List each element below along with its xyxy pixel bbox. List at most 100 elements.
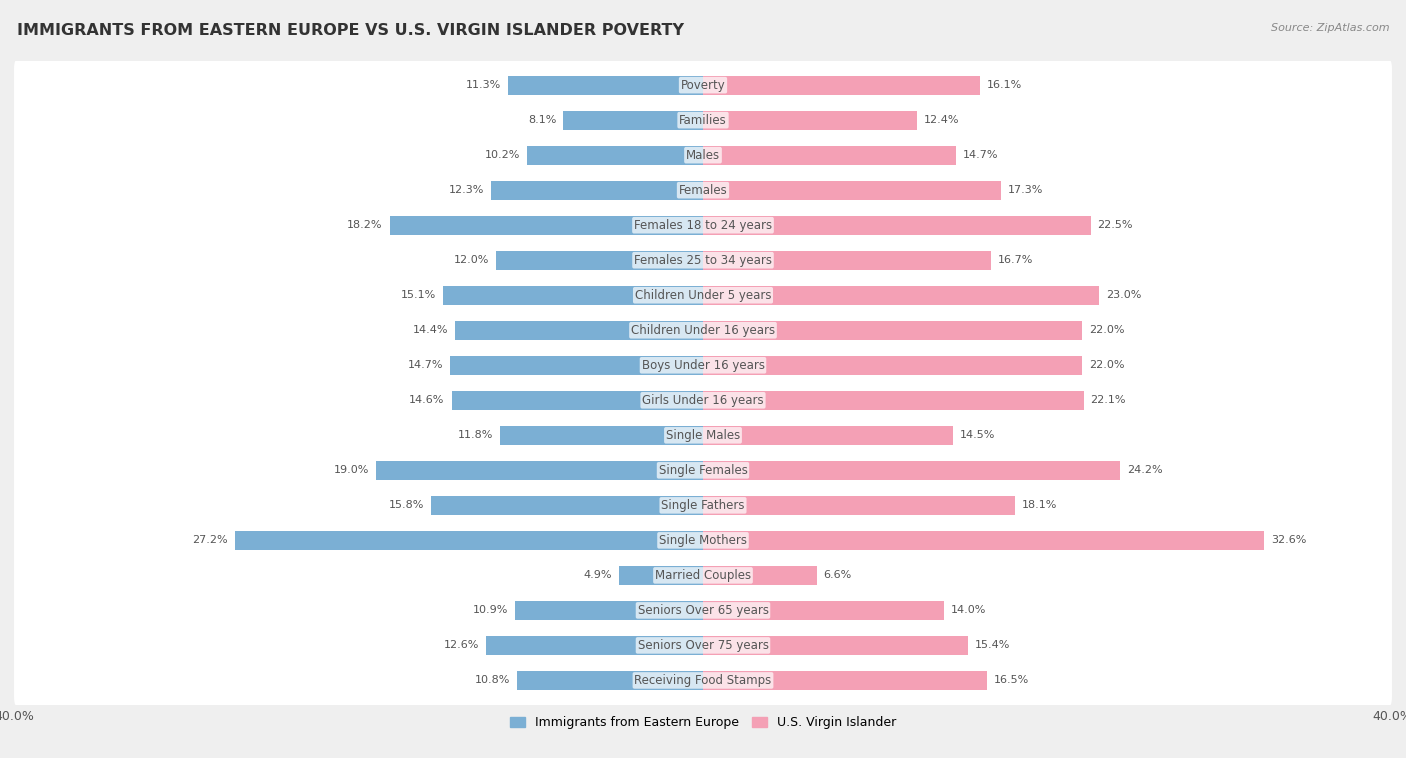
FancyBboxPatch shape <box>14 58 1392 112</box>
Text: 11.8%: 11.8% <box>457 431 494 440</box>
Text: 15.1%: 15.1% <box>401 290 436 300</box>
Bar <box>456 321 703 340</box>
Text: Boys Under 16 years: Boys Under 16 years <box>641 359 765 371</box>
Text: 14.0%: 14.0% <box>950 606 987 615</box>
Bar <box>703 531 1264 550</box>
Text: 12.3%: 12.3% <box>449 185 484 196</box>
Bar <box>509 76 703 95</box>
Bar <box>443 286 703 305</box>
FancyBboxPatch shape <box>14 478 1392 533</box>
Bar <box>703 356 1083 375</box>
FancyBboxPatch shape <box>14 443 1392 498</box>
Text: Females 25 to 34 years: Females 25 to 34 years <box>634 254 772 267</box>
FancyBboxPatch shape <box>14 338 1392 393</box>
Text: Families: Families <box>679 114 727 127</box>
Text: 32.6%: 32.6% <box>1271 535 1306 545</box>
Bar <box>703 671 987 690</box>
Text: 14.6%: 14.6% <box>409 396 444 406</box>
Text: Married Couples: Married Couples <box>655 569 751 582</box>
FancyBboxPatch shape <box>14 128 1392 183</box>
Text: 17.3%: 17.3% <box>1008 185 1043 196</box>
Bar <box>375 461 703 480</box>
FancyBboxPatch shape <box>14 198 1392 252</box>
Text: 4.9%: 4.9% <box>583 570 612 581</box>
Text: Single Males: Single Males <box>666 429 740 442</box>
Text: 14.5%: 14.5% <box>960 431 995 440</box>
Bar <box>527 146 703 164</box>
Text: 22.1%: 22.1% <box>1091 396 1126 406</box>
FancyBboxPatch shape <box>14 513 1392 568</box>
Text: 18.2%: 18.2% <box>347 221 382 230</box>
Text: 27.2%: 27.2% <box>193 535 228 545</box>
Bar <box>499 426 703 445</box>
Text: Seniors Over 65 years: Seniors Over 65 years <box>637 604 769 617</box>
FancyBboxPatch shape <box>14 548 1392 603</box>
Text: IMMIGRANTS FROM EASTERN EUROPE VS U.S. VIRGIN ISLANDER POVERTY: IMMIGRANTS FROM EASTERN EUROPE VS U.S. V… <box>17 23 683 38</box>
Bar <box>430 496 703 515</box>
Bar <box>703 180 1001 200</box>
Text: 15.4%: 15.4% <box>976 641 1011 650</box>
Bar <box>703 111 917 130</box>
Bar <box>450 356 703 375</box>
Text: 10.8%: 10.8% <box>475 675 510 685</box>
Text: 18.1%: 18.1% <box>1022 500 1057 510</box>
Text: 16.7%: 16.7% <box>997 255 1033 265</box>
Text: Single Fathers: Single Fathers <box>661 499 745 512</box>
Text: 14.7%: 14.7% <box>408 360 443 370</box>
Text: 14.4%: 14.4% <box>412 325 449 335</box>
Text: Males: Males <box>686 149 720 161</box>
Text: 22.0%: 22.0% <box>1088 360 1125 370</box>
Text: 10.2%: 10.2% <box>485 150 520 160</box>
Text: 11.3%: 11.3% <box>467 80 502 90</box>
Bar <box>703 426 953 445</box>
Text: 14.7%: 14.7% <box>963 150 998 160</box>
Text: 23.0%: 23.0% <box>1107 290 1142 300</box>
Text: 12.0%: 12.0% <box>454 255 489 265</box>
FancyBboxPatch shape <box>14 303 1392 358</box>
Text: Females: Females <box>679 183 727 196</box>
Text: 6.6%: 6.6% <box>824 570 852 581</box>
Bar <box>703 251 991 270</box>
Text: 22.5%: 22.5% <box>1098 221 1133 230</box>
Bar <box>703 461 1119 480</box>
Text: 12.4%: 12.4% <box>924 115 959 125</box>
FancyBboxPatch shape <box>14 618 1392 673</box>
FancyBboxPatch shape <box>14 163 1392 218</box>
Bar <box>703 76 980 95</box>
Text: 22.0%: 22.0% <box>1088 325 1125 335</box>
Text: 10.9%: 10.9% <box>472 606 509 615</box>
Bar <box>703 390 1084 410</box>
Text: Children Under 5 years: Children Under 5 years <box>634 289 772 302</box>
Bar <box>486 636 703 655</box>
Text: 24.2%: 24.2% <box>1126 465 1163 475</box>
Bar <box>703 215 1091 235</box>
FancyBboxPatch shape <box>14 373 1392 428</box>
Text: 15.8%: 15.8% <box>388 500 425 510</box>
Text: Single Females: Single Females <box>658 464 748 477</box>
Bar <box>517 671 703 690</box>
Text: 16.1%: 16.1% <box>987 80 1022 90</box>
Text: Source: ZipAtlas.com: Source: ZipAtlas.com <box>1271 23 1389 33</box>
Bar <box>703 601 945 620</box>
FancyBboxPatch shape <box>14 583 1392 637</box>
Bar <box>703 146 956 164</box>
Bar <box>491 180 703 200</box>
Text: 8.1%: 8.1% <box>529 115 557 125</box>
Text: Children Under 16 years: Children Under 16 years <box>631 324 775 337</box>
Bar <box>515 601 703 620</box>
Bar <box>703 565 817 585</box>
FancyBboxPatch shape <box>14 233 1392 287</box>
FancyBboxPatch shape <box>14 653 1392 708</box>
Text: Seniors Over 75 years: Seniors Over 75 years <box>637 639 769 652</box>
Bar <box>564 111 703 130</box>
Bar <box>235 531 703 550</box>
FancyBboxPatch shape <box>14 408 1392 462</box>
Bar <box>389 215 703 235</box>
Bar <box>496 251 703 270</box>
Text: Poverty: Poverty <box>681 79 725 92</box>
Text: 16.5%: 16.5% <box>994 675 1029 685</box>
Text: 19.0%: 19.0% <box>333 465 368 475</box>
Bar <box>451 390 703 410</box>
Legend: Immigrants from Eastern Europe, U.S. Virgin Islander: Immigrants from Eastern Europe, U.S. Vir… <box>505 711 901 735</box>
Text: Single Mothers: Single Mothers <box>659 534 747 547</box>
